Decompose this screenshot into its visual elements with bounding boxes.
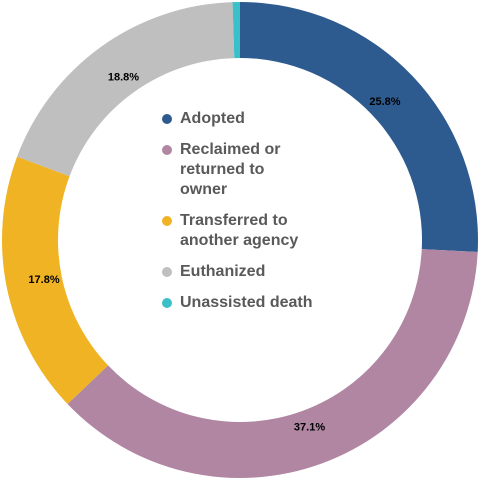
donut-slice [232, 2, 240, 59]
legend-swatch [162, 216, 172, 226]
legend-swatch [162, 298, 172, 308]
legend: Adopted Reclaimed or returned to owner Tra… [162, 109, 315, 324]
legend-item: Unassisted death [162, 293, 315, 313]
legend-label: Unassisted death [180, 294, 313, 311]
legend-item: Reclaimed or returned to owner [162, 140, 315, 200]
legend-item: Adopted [162, 109, 315, 129]
data-label: 25.8% [369, 96, 400, 108]
data-label: 37.1% [294, 421, 325, 433]
data-label: 17.8% [28, 274, 59, 286]
donut-slice [67, 249, 478, 478]
legend-item: Euthanized [162, 262, 315, 282]
legend-label: Euthanized [180, 263, 266, 280]
legend-swatch [162, 145, 172, 155]
legend-swatch [162, 114, 172, 124]
legend-swatch [162, 267, 172, 277]
donut-slice [240, 2, 479, 252]
legend-label: Adopted [180, 110, 245, 127]
legend-item: Transferred to another agency [162, 211, 315, 251]
donut-slice [17, 2, 235, 177]
donut-slice [1, 156, 109, 405]
legend-label: Reclaimed or returned to owner [180, 141, 281, 198]
legend-label: Transferred to another agency [180, 212, 299, 249]
data-label: 18.8% [108, 71, 139, 83]
